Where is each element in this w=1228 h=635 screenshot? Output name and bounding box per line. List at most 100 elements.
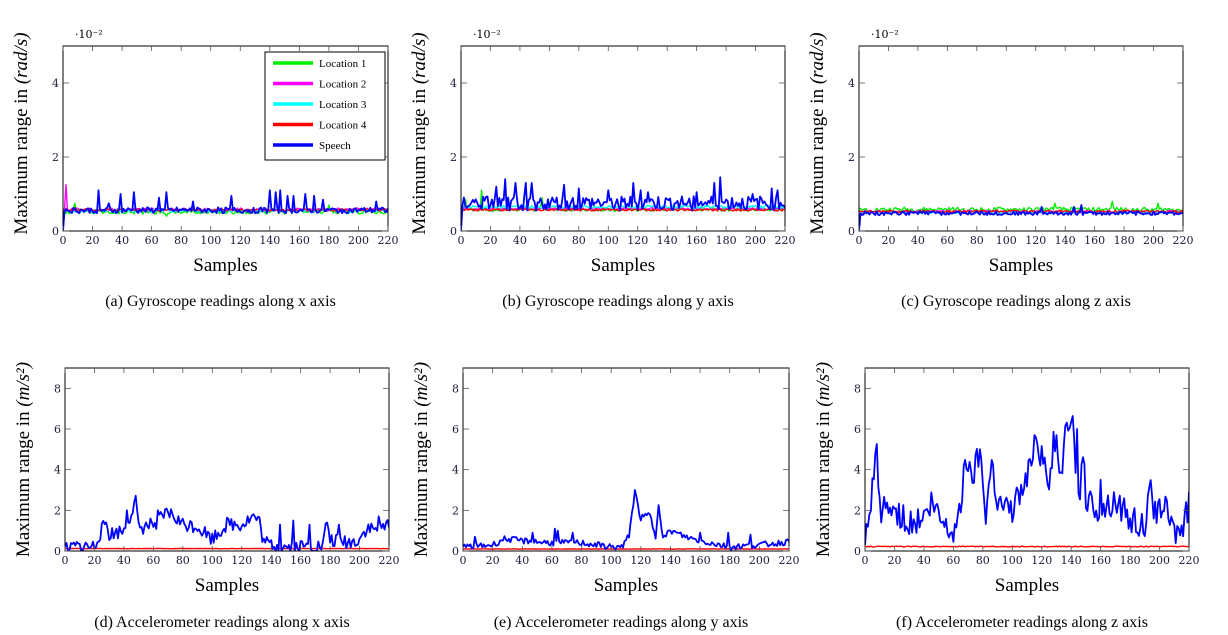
series-line-location-4 <box>865 545 1189 548</box>
x-tick-label: 120 <box>230 234 251 247</box>
series-line-speech <box>865 415 1189 545</box>
x-tick-label: 220 <box>1173 234 1194 247</box>
x-tick-label: 60 <box>940 234 954 247</box>
legend-label: Location 4 <box>319 120 367 132</box>
y-tick-label: 0 <box>452 545 459 558</box>
x-tick-label: 200 <box>745 234 766 247</box>
x-tick-label: 60 <box>545 554 559 567</box>
x-tick-label: 180 <box>719 554 740 567</box>
x-axis-title: Samples <box>995 575 1059 596</box>
x-tick-label: 220 <box>1179 554 1200 567</box>
x-tick-label: 160 <box>290 554 311 567</box>
y-tick-label: 6 <box>54 423 61 436</box>
y-tick-label: 0 <box>52 225 59 238</box>
x-tick-label: 0 <box>62 554 69 567</box>
x-tick-label: 200 <box>349 554 370 567</box>
series-group <box>461 176 785 231</box>
x-tick-label: 60 <box>145 234 159 247</box>
series-line-speech <box>859 204 1183 231</box>
x-tick-label: 20 <box>483 234 497 247</box>
y-axis-title-unit: (m/s²) <box>813 362 834 407</box>
y-tick-label: 0 <box>854 545 861 558</box>
subplot-c: 0 20 40 60 80 100 120 140 160 180 200 220 0 2 4 ·10⁻² Sa… <box>807 28 1194 310</box>
x-tick-label: 140 <box>660 554 681 567</box>
plot-frame <box>864 367 1190 552</box>
x-axis-title: Samples <box>989 255 1053 276</box>
plot-frame <box>858 45 1184 232</box>
x-tick-label: 20 <box>86 234 100 247</box>
y-axis-title-unit: (m/s²) <box>13 362 34 407</box>
x-tick-label: 140 <box>259 234 280 247</box>
x-tick-label: 140 <box>1055 234 1076 247</box>
x-tick-label: 220 <box>379 554 400 567</box>
subplot-caption: (c) Gyroscope readings along z axis <box>901 293 1131 310</box>
x-tick-label: 80 <box>174 234 188 247</box>
x-tick-label: 100 <box>996 234 1017 247</box>
y-tick-label: 4 <box>52 77 59 90</box>
x-tick-label: 20 <box>887 554 901 567</box>
y-axis-title: Maximum range in (m/s²) <box>411 362 432 557</box>
x-tick-label: 0 <box>460 554 467 567</box>
y-scale-note: ·10⁻² <box>871 28 899 41</box>
y-axis-title-prefix: Maximum range in <box>409 84 430 234</box>
y-axis-title-prefix: Maximum range in <box>813 407 834 557</box>
x-tick-label: 100 <box>1002 554 1023 567</box>
x-tick-label: 60 <box>946 554 960 567</box>
x-tick-label: 220 <box>775 234 796 247</box>
x-tick-label: 200 <box>1143 234 1164 247</box>
subplot-f: 0 20 40 60 80 100 120 140 160 180 200 220 0 2 4 6 8 Sampl… <box>813 362 1200 631</box>
x-tick-label: 80 <box>976 554 990 567</box>
series-group <box>859 200 1183 231</box>
x-tick-label: 200 <box>348 234 369 247</box>
subplot-caption: (e) Accelerometer readings along y axis <box>494 614 749 631</box>
x-tick-label: 140 <box>261 554 282 567</box>
x-tick-label: 100 <box>202 554 223 567</box>
y-axis-title-unit: (m/s²) <box>411 362 432 407</box>
x-tick-label: 120 <box>1025 234 1046 247</box>
plot-frame <box>62 45 389 232</box>
x-tick-label: 140 <box>1061 554 1082 567</box>
y-tick-label: 2 <box>54 504 61 517</box>
x-tick-label: 160 <box>1090 554 1111 567</box>
x-tick-label: 220 <box>378 234 399 247</box>
series-line-speech <box>65 494 389 551</box>
legend-label: Location 2 <box>319 79 366 91</box>
series-line-location-4 <box>63 208 388 212</box>
x-tick-label: 0 <box>856 234 863 247</box>
x-tick-label: 120 <box>630 554 651 567</box>
y-tick-label: 4 <box>54 464 61 477</box>
y-tick-label: 2 <box>450 151 457 164</box>
series-group <box>463 489 789 551</box>
series-group <box>865 415 1189 548</box>
series-line-location-4 <box>461 208 785 212</box>
x-tick-label: 20 <box>87 554 101 567</box>
subplot-a: 0 20 40 60 80 100 120 140 160 180 200 220 0 2 4 ·10⁻² Sa… <box>11 28 399 310</box>
y-tick-label: 8 <box>452 382 459 395</box>
x-tick-label: 180 <box>716 234 737 247</box>
y-tick-label: 0 <box>54 545 61 558</box>
y-scale-note: ·10⁻² <box>473 28 501 41</box>
x-axis-title: Samples <box>594 575 658 596</box>
x-tick-label: 160 <box>1084 234 1105 247</box>
x-tick-label: 60 <box>146 554 160 567</box>
legend-box <box>264 51 386 161</box>
x-tick-label: 160 <box>289 234 310 247</box>
subplot-caption: (a) Gyroscope readings along x axis <box>105 293 336 310</box>
legend-label: Location 3 <box>319 99 367 111</box>
x-tick-label: 200 <box>1149 554 1170 567</box>
x-tick-label: 40 <box>117 554 131 567</box>
y-tick-label: 8 <box>54 382 61 395</box>
x-tick-label: 40 <box>115 234 129 247</box>
x-tick-label: 120 <box>1031 554 1052 567</box>
x-tick-label: 0 <box>862 554 869 567</box>
x-tick-label: 40 <box>515 554 529 567</box>
series-line-speech <box>63 189 388 231</box>
subplot-caption: (b) Gyroscope readings along y axis <box>502 293 734 310</box>
y-axis-title-unit: (rad/s) <box>409 32 430 84</box>
x-tick-label: 0 <box>60 234 67 247</box>
x-tick-label: 180 <box>1114 234 1135 247</box>
y-tick-label: 2 <box>848 151 855 164</box>
x-tick-label: 80 <box>575 554 589 567</box>
x-tick-label: 220 <box>779 554 800 567</box>
x-tick-label: 120 <box>627 234 648 247</box>
